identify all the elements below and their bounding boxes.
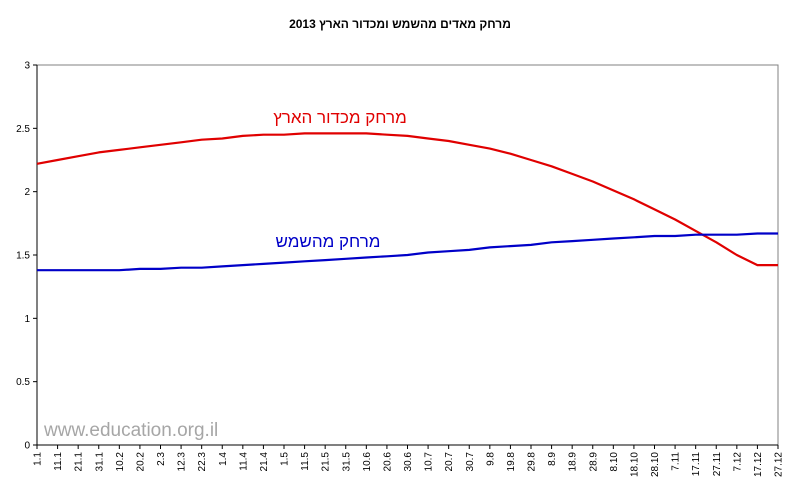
x-tick-label: 21.4 [259,452,270,472]
x-tick-label: 31.1 [94,452,105,472]
x-tick-label: 7.12 [732,452,743,472]
y-axis-ticks: 0 0.5 1 1.5 2 2.5 3 [16,61,37,452]
x-tick-label: 10.7 [424,452,435,472]
y-tick-label: 1 [24,314,30,325]
x-tick-label: 30.6 [403,452,414,472]
x-tick-label: 9.8 [485,452,496,466]
x-tick-label: 20.6 [382,452,393,472]
y-tick-label: 2 [24,187,30,198]
x-tick-label: 11.5 [300,452,311,471]
x-tick-label: 2.3 [156,452,167,466]
series-line-0 [36,132,778,267]
series-label-sun-distance: מרחק מהשמש [276,232,381,251]
y-tick-label: 3 [24,61,30,72]
x-tick-label: 7.11 [671,452,682,471]
x-tick-label: 22.3 [197,452,208,472]
x-tick-label: 28.10 [650,452,661,477]
x-tick-label: 19.8 [506,452,517,472]
x-tick-label: 27.11 [712,452,723,477]
series-lines [36,132,778,272]
x-tick-label: 10.6 [362,452,373,472]
x-tick-label: 11.1 [53,452,64,471]
x-tick-label: 18.10 [629,452,640,477]
series-line-1 [37,232,778,272]
x-tick-label: 27.12 [774,452,785,477]
y-tick-label: 1.5 [16,251,30,262]
x-tick-label: 12.3 [177,452,188,472]
x-tick-label: 21.5 [321,452,332,472]
x-tick-label: 1.5 [280,452,291,466]
y-tick-label: 0.5 [16,377,30,388]
y-tick-label: 2.5 [16,124,30,135]
x-tick-label: 21.1 [74,452,85,472]
x-tick-label: 28.9 [588,452,599,472]
x-tick-label: 1.1 [33,452,44,466]
x-tick-label: 11.4 [238,452,249,471]
x-tick-label: 30.7 [465,452,476,472]
x-tick-label: 17.12 [753,452,764,477]
x-tick-label: 18.9 [568,452,579,472]
series-label-earth-distance: מרחק מכדור הארץ [273,108,407,127]
x-axis-ticks: 1.1 11.1 21.1 31.1 10.2 20.2 2.3 12.3 22.3 1.4 11.… [33,445,785,477]
x-tick-label: 8.10 [609,452,620,472]
y-tick-label: 0 [24,441,30,452]
x-tick-label: 17.11 [691,452,702,477]
x-tick-label: 31.5 [341,452,352,472]
x-tick-label: 29.8 [527,452,538,472]
chart-title: מרחק מאדים מהשמש ומכדור הארץ 2013 [289,17,511,31]
x-tick-label: 20.7 [444,452,455,472]
watermark-text: www.education.org.il [43,420,218,441]
x-tick-label: 10.2 [115,452,126,472]
x-tick-label: 20.2 [135,452,146,472]
x-tick-label: 1.4 [218,452,229,466]
x-tick-label: 8.9 [547,452,558,466]
